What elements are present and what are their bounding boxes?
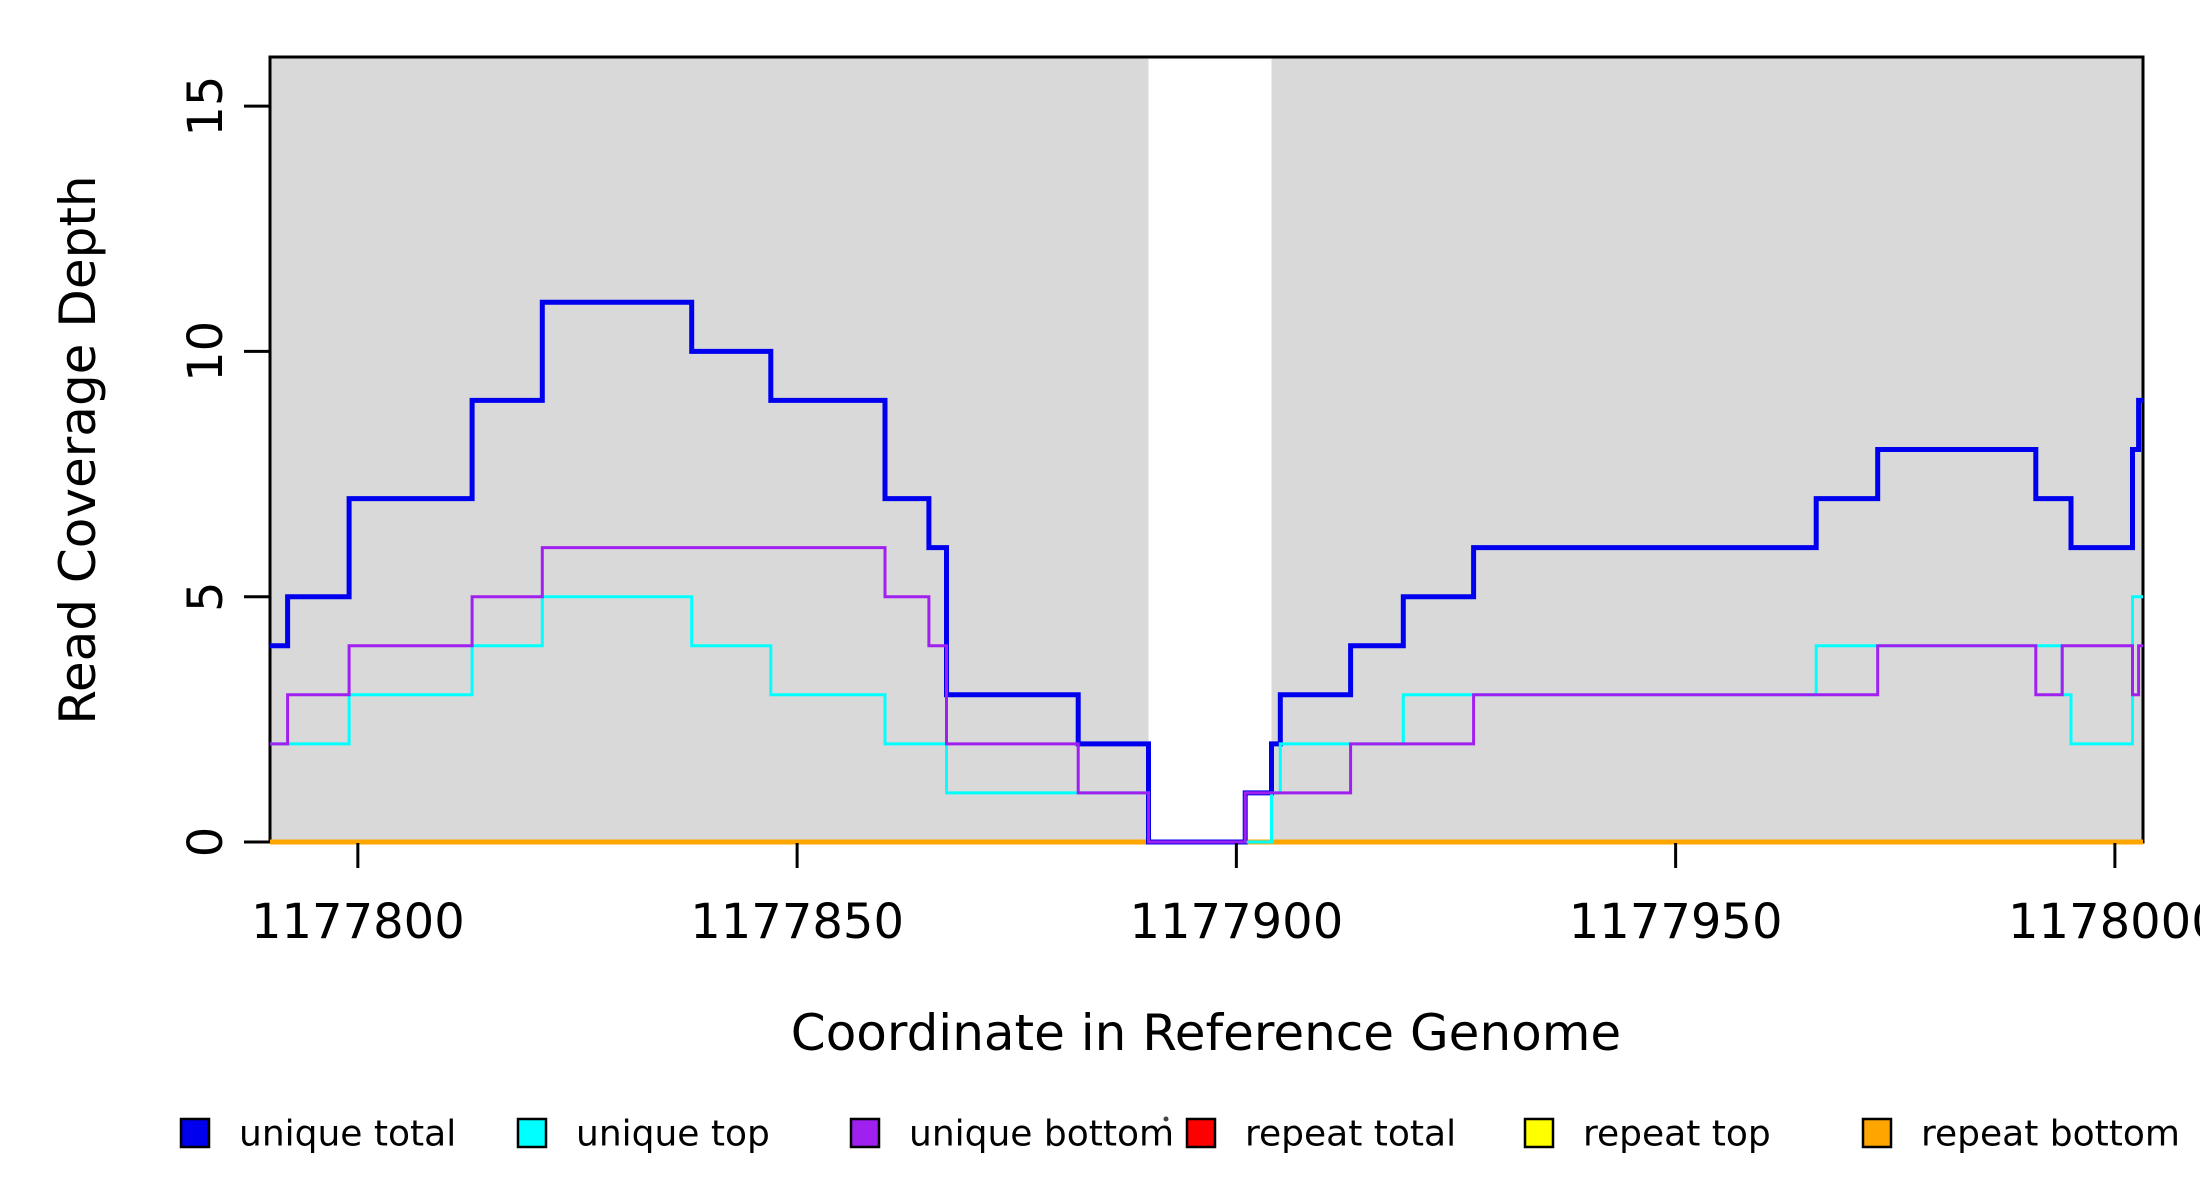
x-tick-label: 1177850 <box>690 894 904 950</box>
legend-swatch-unique-total <box>179 1117 211 1149</box>
x-tick-label: 1177800 <box>251 894 465 950</box>
legend-label-repeat-bottom: repeat bottom <box>1921 1114 2180 1155</box>
x-tick-label: 1178000 <box>2008 894 2200 950</box>
legend-label-unique-top: unique top <box>576 1114 770 1155</box>
legend-label-repeat-total: repeat total <box>1245 1114 1456 1155</box>
y-tick-label: 15 <box>178 76 234 137</box>
legend-swatch-repeat-top <box>1523 1117 1555 1149</box>
x-tick-label: 1177900 <box>1129 894 1343 950</box>
legend-swatch-repeat-bottom <box>1861 1117 1893 1149</box>
y-tick-label: 0 <box>178 827 234 858</box>
legend-label-unique-total: unique total <box>239 1114 456 1155</box>
y-tick-label: 10 <box>178 321 234 382</box>
y-tick-label: 5 <box>178 581 234 612</box>
legend-swatch-repeat-total <box>1185 1117 1217 1149</box>
legend-swatch-unique-top <box>516 1117 548 1149</box>
series-unique-bottom <box>270 546 2143 844</box>
shaded-region-1 <box>270 57 1149 842</box>
stray-dot <box>1163 1116 1169 1122</box>
legend-swatch-unique-bottom <box>849 1117 881 1149</box>
y-axis-title: Read Coverage Depth <box>49 175 107 725</box>
x-tick-label: 1177950 <box>1569 894 1783 950</box>
legend-label-repeat-top: repeat top <box>1583 1114 1771 1155</box>
legend-label-unique-bottom: unique bottom <box>909 1114 1174 1155</box>
x-axis-title: Coordinate in Reference Genome <box>790 1004 1622 1062</box>
